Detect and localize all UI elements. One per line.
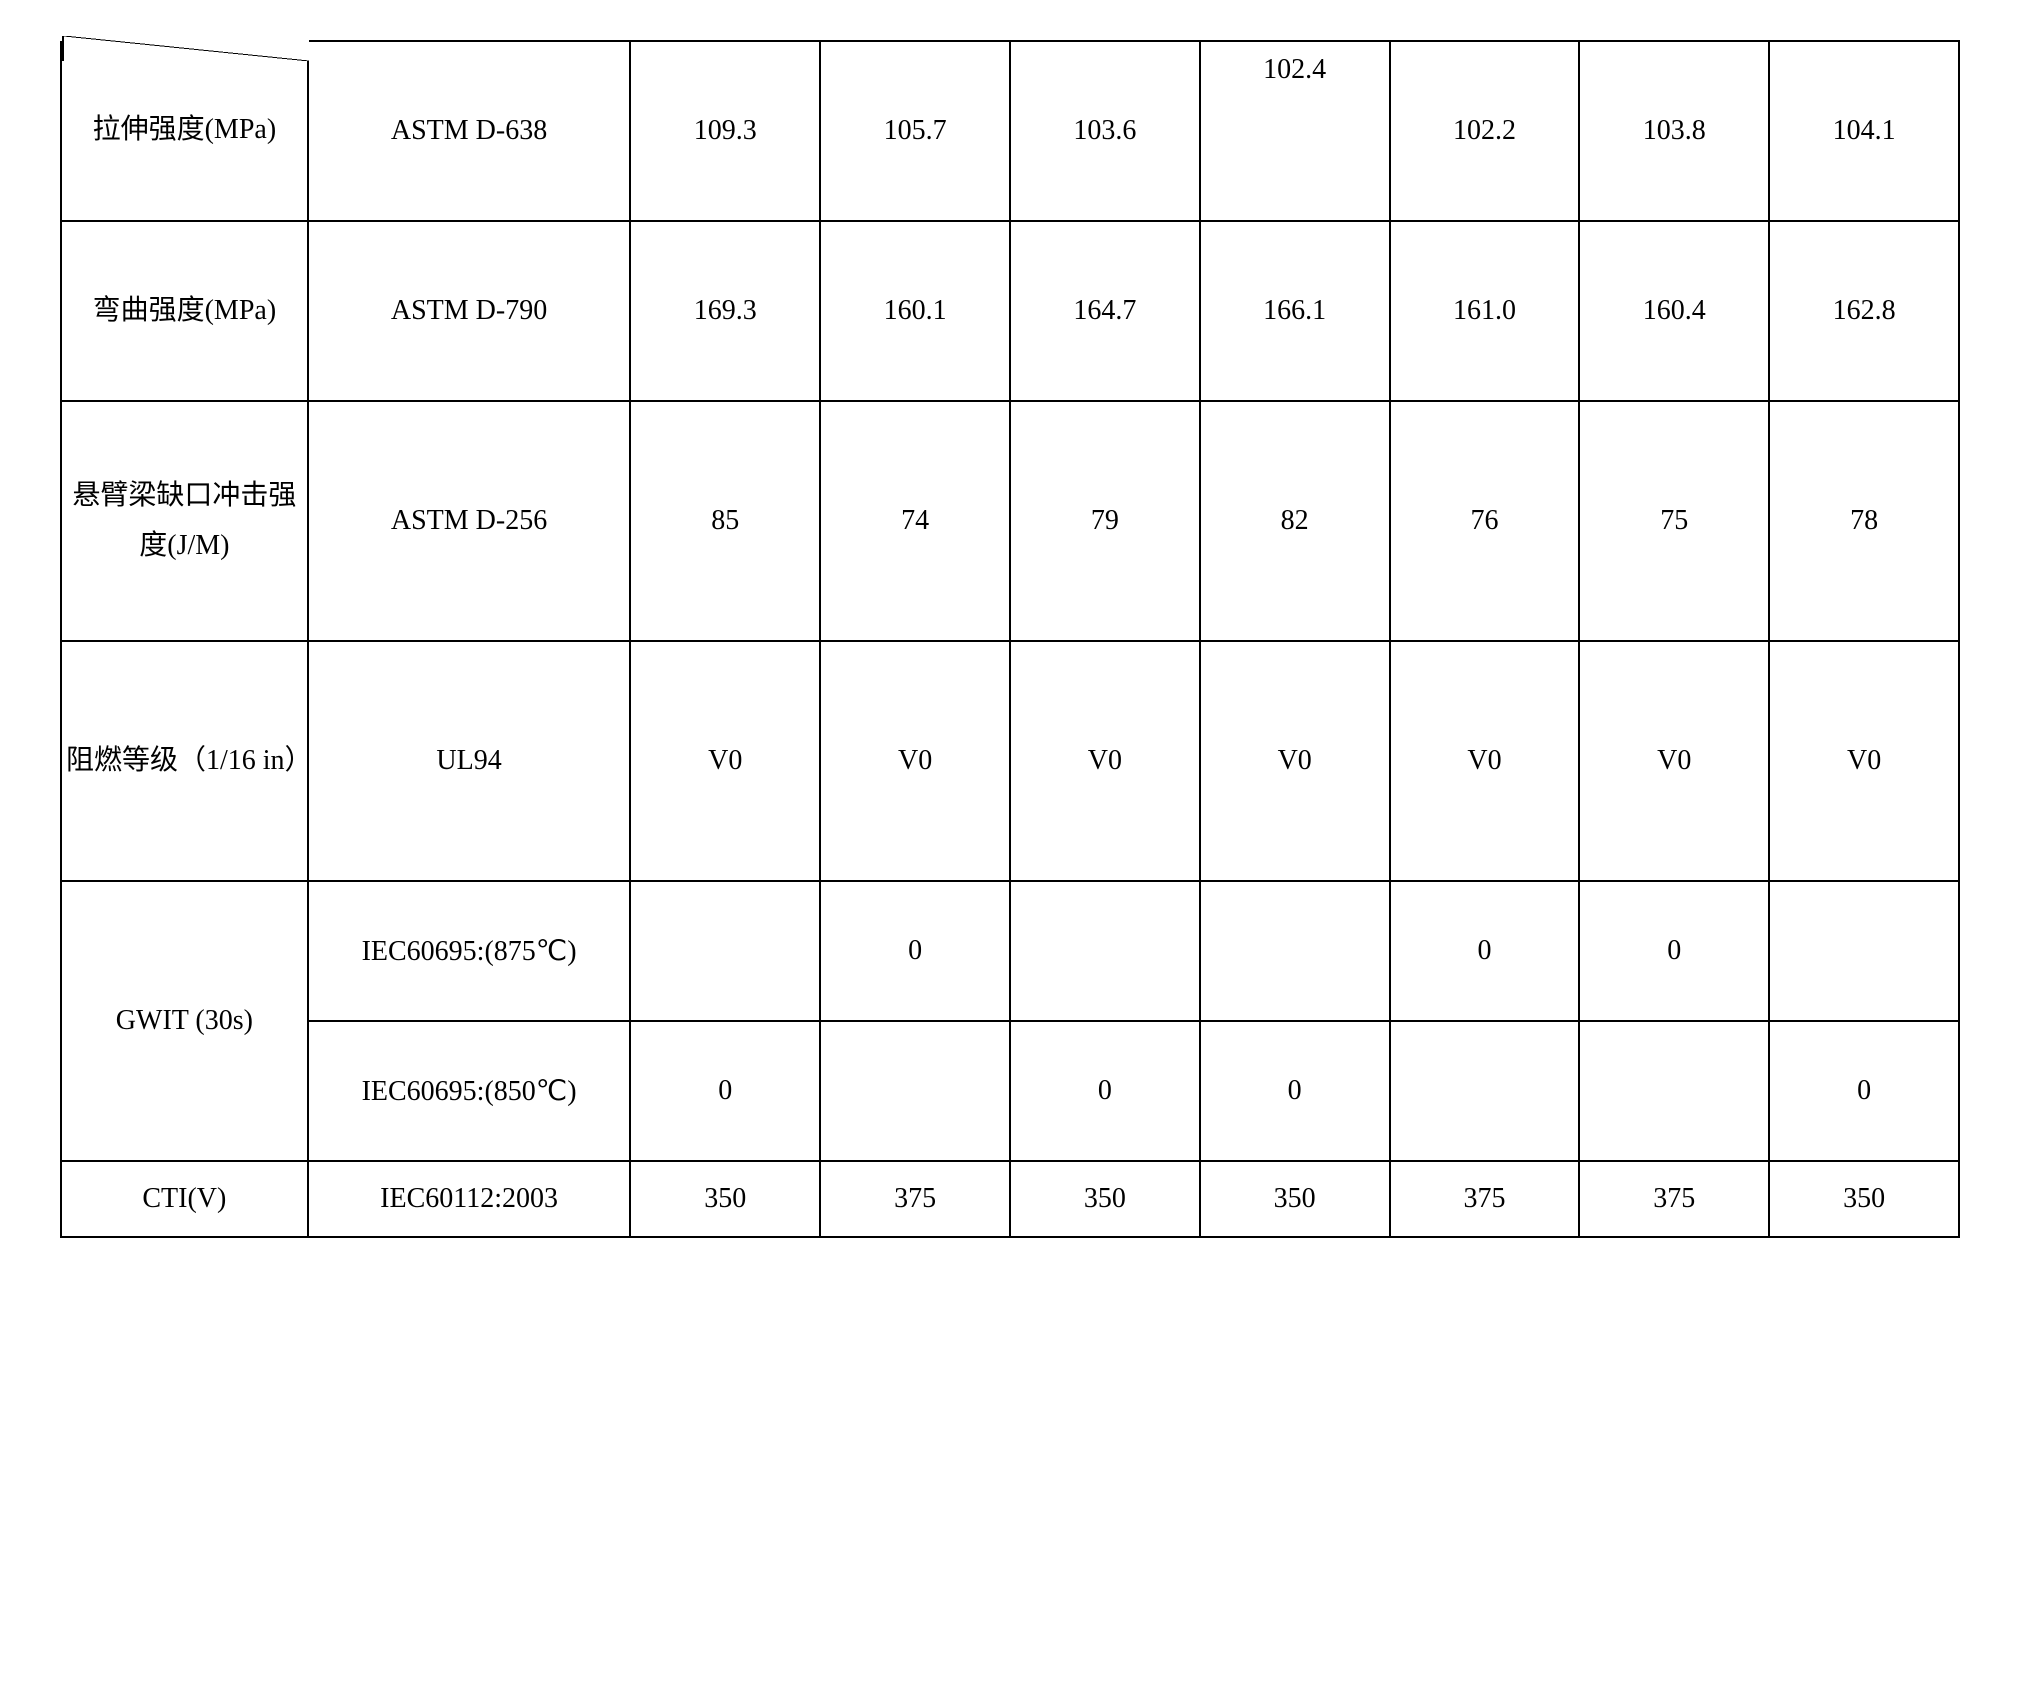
data-cell: 350: [1200, 1161, 1390, 1237]
data-cell: 103.6: [1010, 41, 1200, 221]
table-row: 阻燃等级（1/16 in） UL94 V0 V0 V0 V0 V0 V0 V0: [61, 641, 1959, 881]
data-cell: [630, 881, 820, 1021]
data-cell: 0: [1769, 1021, 1959, 1161]
data-cell: 85: [630, 401, 820, 641]
data-cell: 169.3: [630, 221, 820, 401]
table-row: 悬臂梁缺口冲击强度(J/M) ASTM D-256 85 74 79 82 76…: [61, 401, 1959, 641]
data-cell: 350: [1769, 1161, 1959, 1237]
data-cell: 102.4: [1200, 41, 1390, 221]
data-cell: V0: [1200, 641, 1390, 881]
data-cell: 160.4: [1579, 221, 1769, 401]
table-row: 拉伸强度(MPa) ASTM D-638 109.3 105.7 103.6 1…: [61, 41, 1959, 221]
material-properties-table: 拉伸强度(MPa) ASTM D-638 109.3 105.7 103.6 1…: [60, 40, 1960, 1238]
data-cell: 78: [1769, 401, 1959, 641]
data-cell: V0: [1010, 641, 1200, 881]
data-cell: 164.7: [1010, 221, 1200, 401]
data-cell: 350: [1010, 1161, 1200, 1237]
data-cell: V0: [820, 641, 1010, 881]
property-label: 弯曲强度(MPa): [61, 221, 308, 401]
data-cell: 104.1: [1769, 41, 1959, 221]
data-cell: 350: [630, 1161, 820, 1237]
data-cell: [1010, 881, 1200, 1021]
data-cell: 0: [1200, 1021, 1390, 1161]
data-cell: [1579, 1021, 1769, 1161]
data-cell: 103.8: [1579, 41, 1769, 221]
standard-cell: IEC60695:(875℃): [308, 881, 631, 1021]
data-cell: 74: [820, 401, 1010, 641]
table-row: IEC60695:(850℃) 0 0 0 0: [61, 1021, 1959, 1161]
standard-cell: ASTM D-256: [308, 401, 631, 641]
data-cell: 375: [1390, 1161, 1580, 1237]
table-row: CTI(V) IEC60112:2003 350 375 350 350 375…: [61, 1161, 1959, 1237]
standard-cell: IEC60695:(850℃): [308, 1021, 631, 1161]
data-cell: 161.0: [1390, 221, 1580, 401]
standard-cell: ASTM D-790: [308, 221, 631, 401]
property-label: 拉伸强度(MPa): [61, 41, 308, 221]
table-row: 弯曲强度(MPa) ASTM D-790 169.3 160.1 164.7 1…: [61, 221, 1959, 401]
data-cell: [820, 1021, 1010, 1161]
data-cell: 0: [630, 1021, 820, 1161]
standard-cell: ASTM D-638: [308, 41, 631, 221]
table-row: GWIT (30s) IEC60695:(875℃) 0 0 0: [61, 881, 1959, 1021]
data-cell: 0: [1010, 1021, 1200, 1161]
data-cell: 75: [1579, 401, 1769, 641]
data-cell: [1390, 1021, 1580, 1161]
data-cell: 102.2: [1390, 41, 1580, 221]
data-cell: V0: [630, 641, 820, 881]
standard-cell: UL94: [308, 641, 631, 881]
data-cell: 166.1: [1200, 221, 1390, 401]
data-cell: 76: [1390, 401, 1580, 641]
data-cell: 375: [1579, 1161, 1769, 1237]
property-label: 悬臂梁缺口冲击强度(J/M): [61, 401, 308, 641]
data-cell: [1200, 881, 1390, 1021]
data-cell: [1769, 881, 1959, 1021]
data-cell: 162.8: [1769, 221, 1959, 401]
property-label: GWIT (30s): [61, 881, 308, 1161]
data-cell: 79: [1010, 401, 1200, 641]
property-label: 阻燃等级（1/16 in）: [61, 641, 308, 881]
property-label: CTI(V): [61, 1161, 308, 1237]
data-cell: 109.3: [630, 41, 820, 221]
properties-table-container: 拉伸强度(MPa) ASTM D-638 109.3 105.7 103.6 1…: [60, 40, 1960, 1238]
data-cell: 0: [1390, 881, 1580, 1021]
data-cell: V0: [1579, 641, 1769, 881]
data-cell: 0: [820, 881, 1010, 1021]
data-cell: 375: [820, 1161, 1010, 1237]
data-cell: 105.7: [820, 41, 1010, 221]
data-cell: 160.1: [820, 221, 1010, 401]
data-cell: 82: [1200, 401, 1390, 641]
standard-cell: IEC60112:2003: [308, 1161, 631, 1237]
data-cell: V0: [1769, 641, 1959, 881]
data-cell: V0: [1390, 641, 1580, 881]
data-cell: 0: [1579, 881, 1769, 1021]
